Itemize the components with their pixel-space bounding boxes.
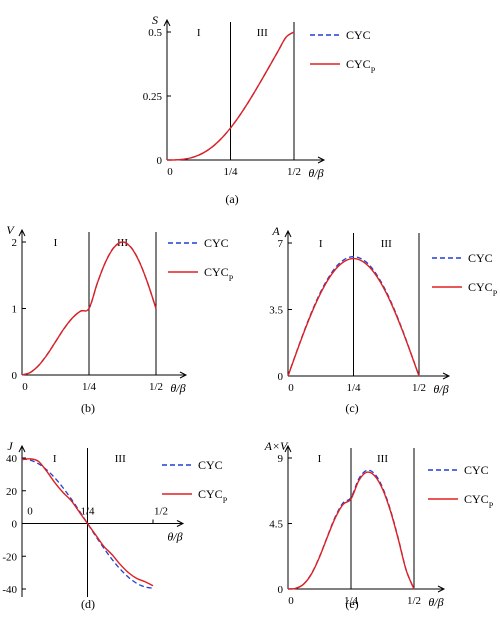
region-label: I	[319, 238, 323, 250]
x-tick-label: 1/2	[412, 382, 426, 394]
y-axis-arrow	[18, 444, 26, 453]
x-axis-arrow	[437, 585, 446, 593]
y-tick-label: 2	[12, 237, 18, 249]
legend-entry: CYC	[198, 458, 223, 472]
x-tick-label: 0	[288, 595, 294, 607]
x-axis-label: θ/β	[170, 381, 185, 395]
x-tick-label: 0	[288, 382, 294, 394]
region-label: III	[117, 237, 128, 249]
legend-entry-subscript: P	[223, 496, 228, 505]
y-axis-arrow	[18, 228, 26, 237]
legend-entry: CYCP	[464, 492, 494, 510]
legend-entry-subscript: P	[371, 66, 376, 75]
region-label: I	[53, 453, 57, 465]
x-tick-label: 1/2	[287, 166, 301, 178]
legend-entry: CYCP	[198, 487, 228, 505]
y-tick-label: 0	[12, 370, 18, 382]
y-tick-label: 0	[278, 371, 284, 383]
x-axis-label: θ/β	[167, 530, 182, 544]
y-tick-label: 0	[12, 519, 18, 531]
panel-caption: (a)	[225, 192, 238, 206]
panel-caption: (b)	[81, 401, 95, 415]
legend-entry-subscript: P	[489, 501, 494, 510]
series-line-cycp	[166, 31, 295, 161]
legend-entry: CYCP	[346, 57, 376, 75]
y-axis-arrow	[284, 229, 292, 238]
x-tick-label: 1/4	[346, 382, 361, 394]
panel-caption: (c)	[345, 401, 358, 415]
x-tick-label: 1/2	[149, 381, 163, 393]
x-tick-label: 0	[167, 166, 173, 178]
legend-entry: CYC	[468, 251, 493, 265]
x-tick-label: 1/4	[80, 506, 95, 518]
x-tick-label: 1/2	[154, 506, 168, 518]
y-axis-arrow	[284, 444, 292, 453]
y-axis-label: V	[6, 223, 15, 237]
region-label: III	[381, 238, 392, 250]
y-tick-label: 1	[12, 304, 18, 316]
x-axis-label: θ/β	[428, 595, 443, 609]
x-axis-label: θ/β	[308, 166, 323, 180]
x-axis-arrow	[442, 372, 451, 380]
x-axis-arrow	[179, 371, 188, 379]
x-tick-label: 1/4	[344, 595, 359, 607]
x-tick-label: 0	[22, 381, 28, 393]
series-line-cycp	[21, 241, 157, 376]
y-tick-label: 9	[278, 453, 284, 465]
y-tick-label: 0	[157, 155, 163, 167]
region-label: III	[115, 453, 126, 465]
y-axis-label: A×V	[264, 439, 289, 453]
panel-caption: (e)	[345, 597, 358, 611]
x-tick-label: 1/4	[223, 166, 238, 178]
series-line-cycp	[287, 257, 420, 377]
series-line-cycp	[21, 458, 154, 587]
region-label: III	[257, 27, 268, 39]
y-tick-label: 20	[6, 486, 18, 498]
legend-entry-subscript: P	[493, 289, 498, 298]
y-tick-label: 7	[278, 238, 284, 250]
legend-entry: CYCP	[204, 265, 234, 283]
legend-entry-subscript: P	[229, 274, 234, 283]
y-axis-arrow	[163, 18, 171, 27]
region-label: I	[54, 237, 58, 249]
region-label: I	[318, 453, 322, 465]
legend-entry: CYCP	[468, 280, 498, 298]
panel-caption: (d)	[81, 597, 95, 611]
y-tick-label: 0	[278, 584, 284, 596]
y-tick-label: 40	[6, 453, 18, 465]
y-tick-label: -40	[2, 584, 17, 596]
y-axis-label: S	[152, 13, 158, 27]
y-tick-label: -20	[2, 551, 17, 563]
x-axis-arrow	[176, 520, 185, 527]
y-tick-label: 0.5	[148, 27, 162, 39]
x-tick-label: 0	[27, 506, 33, 518]
x-tick-label: 1/2	[407, 595, 421, 607]
region-label: I	[197, 27, 201, 39]
y-axis-label: A	[271, 224, 280, 238]
y-axis-label: J	[7, 439, 13, 453]
region-label: III	[377, 453, 388, 465]
series-line-cycp	[287, 471, 415, 590]
legend-entry: CYC	[204, 236, 229, 250]
x-axis-label: θ/β	[433, 382, 448, 396]
legend-entry: CYC	[346, 28, 371, 42]
legend-entry: CYC	[464, 463, 489, 477]
x-tick-label: 1/4	[82, 381, 97, 393]
y-tick-label: 3.5	[269, 305, 283, 317]
y-tick-label: 0.25	[143, 91, 163, 103]
x-axis-arrow	[317, 156, 326, 164]
y-tick-label: 4.5	[269, 519, 283, 531]
